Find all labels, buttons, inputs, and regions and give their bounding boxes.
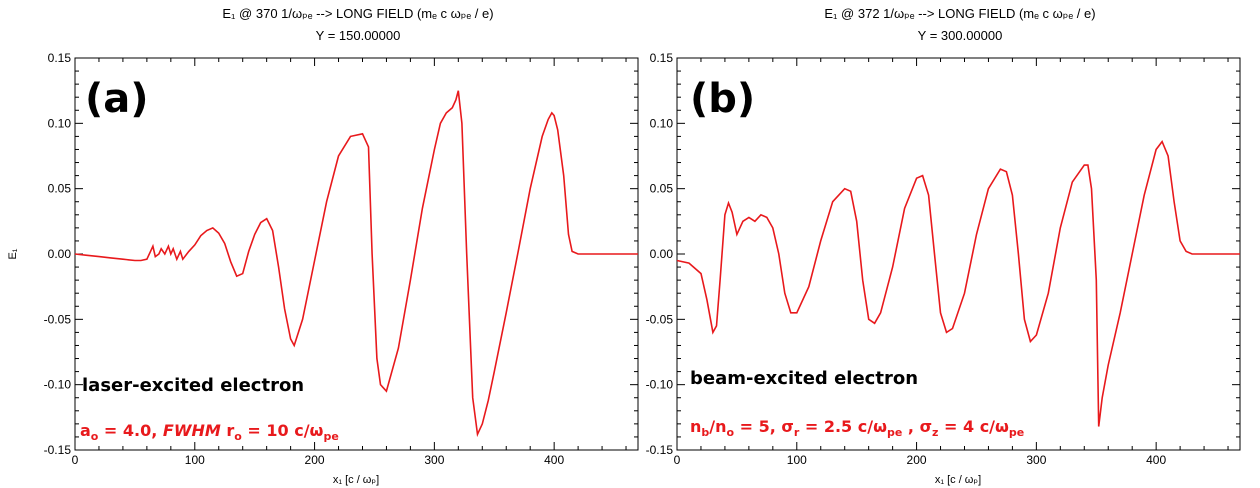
annotation-params-b: nb/no = 5, σr = 2.5 c/ωpe , σz = 4 c/ωpe xyxy=(690,417,1024,439)
y-tick-label: 0.05 xyxy=(48,182,72,196)
y-tick-label: -0.05 xyxy=(44,312,72,326)
xlabel-a: x₁ [c / ωₚ] xyxy=(333,474,379,486)
x-tick-label: 100 xyxy=(787,453,807,467)
y-tick-label: 0.00 xyxy=(650,247,674,261)
y-tick-label: -0.05 xyxy=(646,312,674,326)
y-tick-label: 0.15 xyxy=(650,51,674,65)
y-tick-label: -0.10 xyxy=(646,378,674,392)
x-tick-label: 300 xyxy=(424,453,444,467)
plot-frame-b xyxy=(676,57,1241,451)
x-tick-label: 400 xyxy=(1146,453,1166,467)
y-tick-label: 0.00 xyxy=(48,247,72,261)
panel-label-a: (a) xyxy=(85,76,149,122)
y-tick-label: 0.10 xyxy=(48,116,72,130)
chart-subtitle-a: Y = 150.00000 xyxy=(316,28,401,43)
panel-label-b: (b) xyxy=(690,76,755,122)
annotation-type-a: laser-excited electron xyxy=(82,375,304,396)
y-tick-label: -0.10 xyxy=(44,378,72,392)
chart-subtitle-b: Y = 300.00000 xyxy=(918,28,1003,43)
series-line-a xyxy=(74,90,638,438)
x-tick-label: 200 xyxy=(907,453,927,467)
x-tick-label: 100 xyxy=(185,453,205,467)
y-tick-label: 0.15 xyxy=(48,51,72,65)
chart-title-b: E₁ @ 372 1/ωₚₑ --> LONG FIELD (mₑ c ωₚₑ … xyxy=(824,6,1095,21)
y-tick-label: 0.05 xyxy=(650,182,674,196)
x-tick-label: 0 xyxy=(72,453,79,467)
xlabel-b: x₁ [c / ωₚ] xyxy=(935,474,981,486)
y-tick-label: 0.10 xyxy=(650,116,674,130)
y-tick-label: -0.15 xyxy=(44,443,72,457)
x-tick-label: 300 xyxy=(1026,453,1046,467)
chart-panel-b: E₁ @ 372 1/ωₚₑ --> LONG FIELD (mₑ c ωₚₑ … xyxy=(646,6,1241,486)
x-tick-label: 0 xyxy=(674,453,681,467)
x-tick-label: 400 xyxy=(544,453,564,467)
annotation-params-a: ao = 4.0, FWHM ro = 10 c/ωpe xyxy=(80,421,339,443)
annotation-type-b: beam-excited electron xyxy=(690,368,918,389)
chart-title-a: E₁ @ 370 1/ωₚₑ --> LONG FIELD (mₑ c ωₚₑ … xyxy=(222,6,493,21)
x-tick-label: 200 xyxy=(305,453,325,467)
tick-group-b: 0 100 200 300 400 -0.15 -0.10 -0.05 0.00 0.05 0.10… xyxy=(646,51,1240,467)
ylabel-a: E₁ xyxy=(7,248,19,259)
tick-group-a: 0 100 200 300 400 -0.15 -0.10 -0.05 0.00 0.05 0.10… xyxy=(44,51,638,467)
chart-panel-a: E₁ @ 370 1/ωₚₑ --> LONG FIELD (mₑ c ωₚₑ … xyxy=(7,6,639,486)
series-line-b xyxy=(676,140,1240,427)
y-tick-label: -0.15 xyxy=(646,443,674,457)
